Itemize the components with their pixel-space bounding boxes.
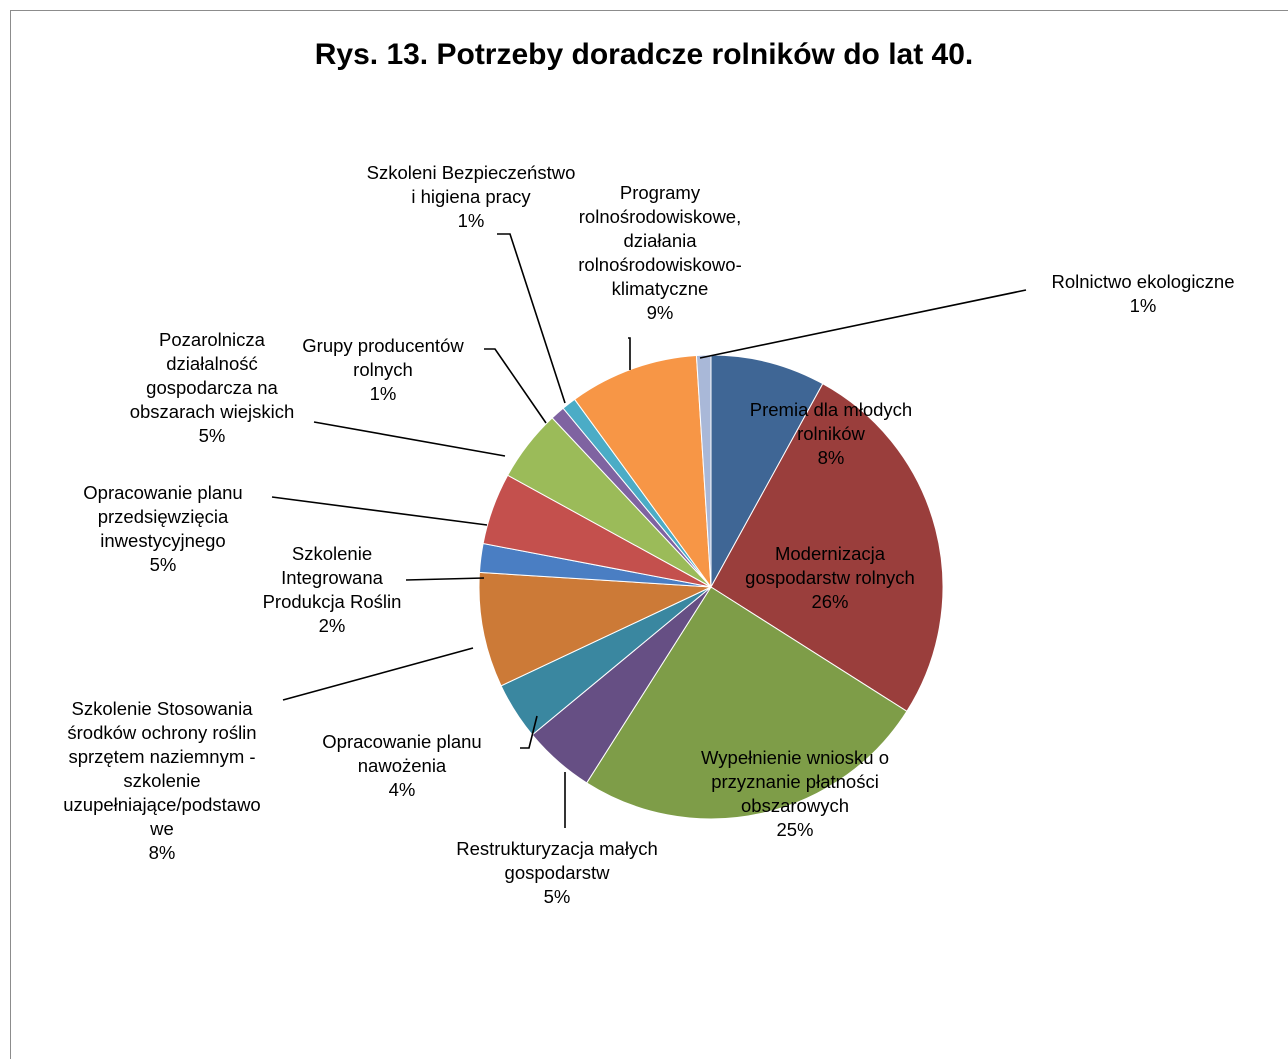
data-label-text: Produkcja Roślin — [263, 591, 402, 612]
data-label-value: 9% — [647, 302, 674, 323]
data-label-text: obszarowych — [741, 795, 849, 816]
data-label: Szkoleni Bezpieczeństwo i higiena pracy 1% — [367, 162, 576, 231]
data-label-text: gospodarstw rolnych — [745, 567, 915, 588]
data-label: Wypełnienie wniosku o przyznanie płatnośc… — [701, 747, 889, 840]
data-label-text: inwestycyjnego — [100, 530, 225, 551]
data-label-text: Opracowanie planu — [83, 482, 242, 503]
data-label-text: działania — [623, 230, 697, 251]
data-label-text: sprzętem naziemnym - — [68, 746, 255, 767]
leader-line — [497, 233, 566, 404]
data-label-text: Wypełnienie wniosku o — [701, 747, 889, 768]
data-label: Programy rolnośrodowiskowe, działania rolno… — [578, 182, 741, 323]
data-label-text: Restrukturyzacja małych — [456, 838, 658, 859]
data-label-value: 2% — [319, 615, 346, 636]
data-label-text: rolników — [797, 423, 865, 444]
data-label-text: Rolnictwo ekologiczne — [1051, 271, 1234, 292]
data-label-value: 1% — [458, 210, 485, 231]
data-label-value: 1% — [370, 383, 397, 404]
pie-slice — [478, 571, 712, 687]
data-label-text: Szkolenie — [292, 543, 372, 564]
leader-line — [520, 715, 538, 749]
data-label-text: i higiena pracy — [411, 186, 531, 207]
data-label: Pozarolnicza działalność gospodarcza na obs… — [130, 329, 295, 446]
data-label-text: uzupełniające/podstawo — [63, 794, 260, 815]
data-label: Modernizacja gospodarstw rolnych 26% — [745, 543, 915, 612]
leader-line — [405, 577, 485, 581]
data-label-text: obszarach wiejskich — [130, 401, 295, 422]
data-label-text: klimatyczne — [612, 278, 709, 299]
data-label-text: rolnośrodowiskowo- — [578, 254, 741, 275]
pie-slice — [710, 383, 944, 713]
data-label-text: Szkolenie Stosowania — [72, 698, 254, 719]
data-label: Szkolenie Integrowana Produkcja Roślin 2% — [263, 543, 402, 636]
data-label-text: Szkoleni Bezpieczeństwo — [367, 162, 576, 183]
data-label-text: Opracowanie planu — [322, 731, 481, 752]
pie-slice — [585, 586, 908, 820]
data-label-text: gospodarcza na — [146, 377, 278, 398]
data-label: Grupy producentów rolnych 1% — [302, 335, 464, 404]
data-label-text: Programy — [620, 182, 701, 203]
data-label-text: przyznanie płatności — [711, 771, 879, 792]
data-label-value: 5% — [150, 554, 177, 575]
data-label-text: środków ochrony roślin — [67, 722, 256, 743]
data-label: Restrukturyzacja małych gospodarstw 5% — [456, 838, 658, 907]
data-label-value: 26% — [811, 591, 848, 612]
data-label-text: gospodarstw — [505, 862, 611, 883]
data-label-value: 8% — [149, 842, 176, 863]
leader-line — [628, 337, 631, 370]
data-label-text: działalność — [166, 353, 258, 374]
data-label-value: 1% — [1130, 295, 1157, 316]
data-label-value: 8% — [818, 447, 845, 468]
leader-line — [282, 647, 474, 701]
data-label-text: Grupy producentów — [302, 335, 464, 356]
data-label-text: przedsięwzięcia — [98, 506, 229, 527]
leader-line — [699, 289, 1027, 359]
data-label: Rolnictwo ekologiczne 1% — [1051, 271, 1234, 316]
pie-slice — [573, 354, 712, 589]
data-label: Opracowanie planu nawożenia 4% — [322, 731, 481, 800]
data-label-text: Premia dla młodych — [750, 399, 912, 420]
leader-line — [271, 496, 488, 526]
data-label-value: 25% — [776, 819, 813, 840]
data-label-value: 5% — [199, 425, 226, 446]
data-label-text: rolnośrodowiskowe, — [579, 206, 741, 227]
data-label: Premia dla młodych rolników 8% — [750, 399, 912, 468]
data-label-text: nawożenia — [358, 755, 447, 776]
data-label-value: 5% — [544, 886, 571, 907]
data-label-text: szkolenie — [123, 770, 200, 791]
data-label-text: Pozarolnicza — [159, 329, 266, 350]
data-label: Opracowanie planu przedsięwzięcia inwestyc… — [83, 482, 242, 575]
data-label-text: rolnych — [353, 359, 413, 380]
data-label-text: we — [149, 818, 174, 839]
leader-line — [484, 348, 547, 424]
data-label-text: Integrowana — [281, 567, 384, 588]
chart-title: Rys. 13. Potrzeby doradcze rolników do l… — [314, 38, 974, 71]
data-label-value: 4% — [389, 779, 416, 800]
leader-line — [313, 421, 506, 457]
data-label: Szkolenie Stosowania środków ochrony rośl… — [63, 698, 260, 863]
data-label-text: Modernizacja — [775, 543, 886, 564]
